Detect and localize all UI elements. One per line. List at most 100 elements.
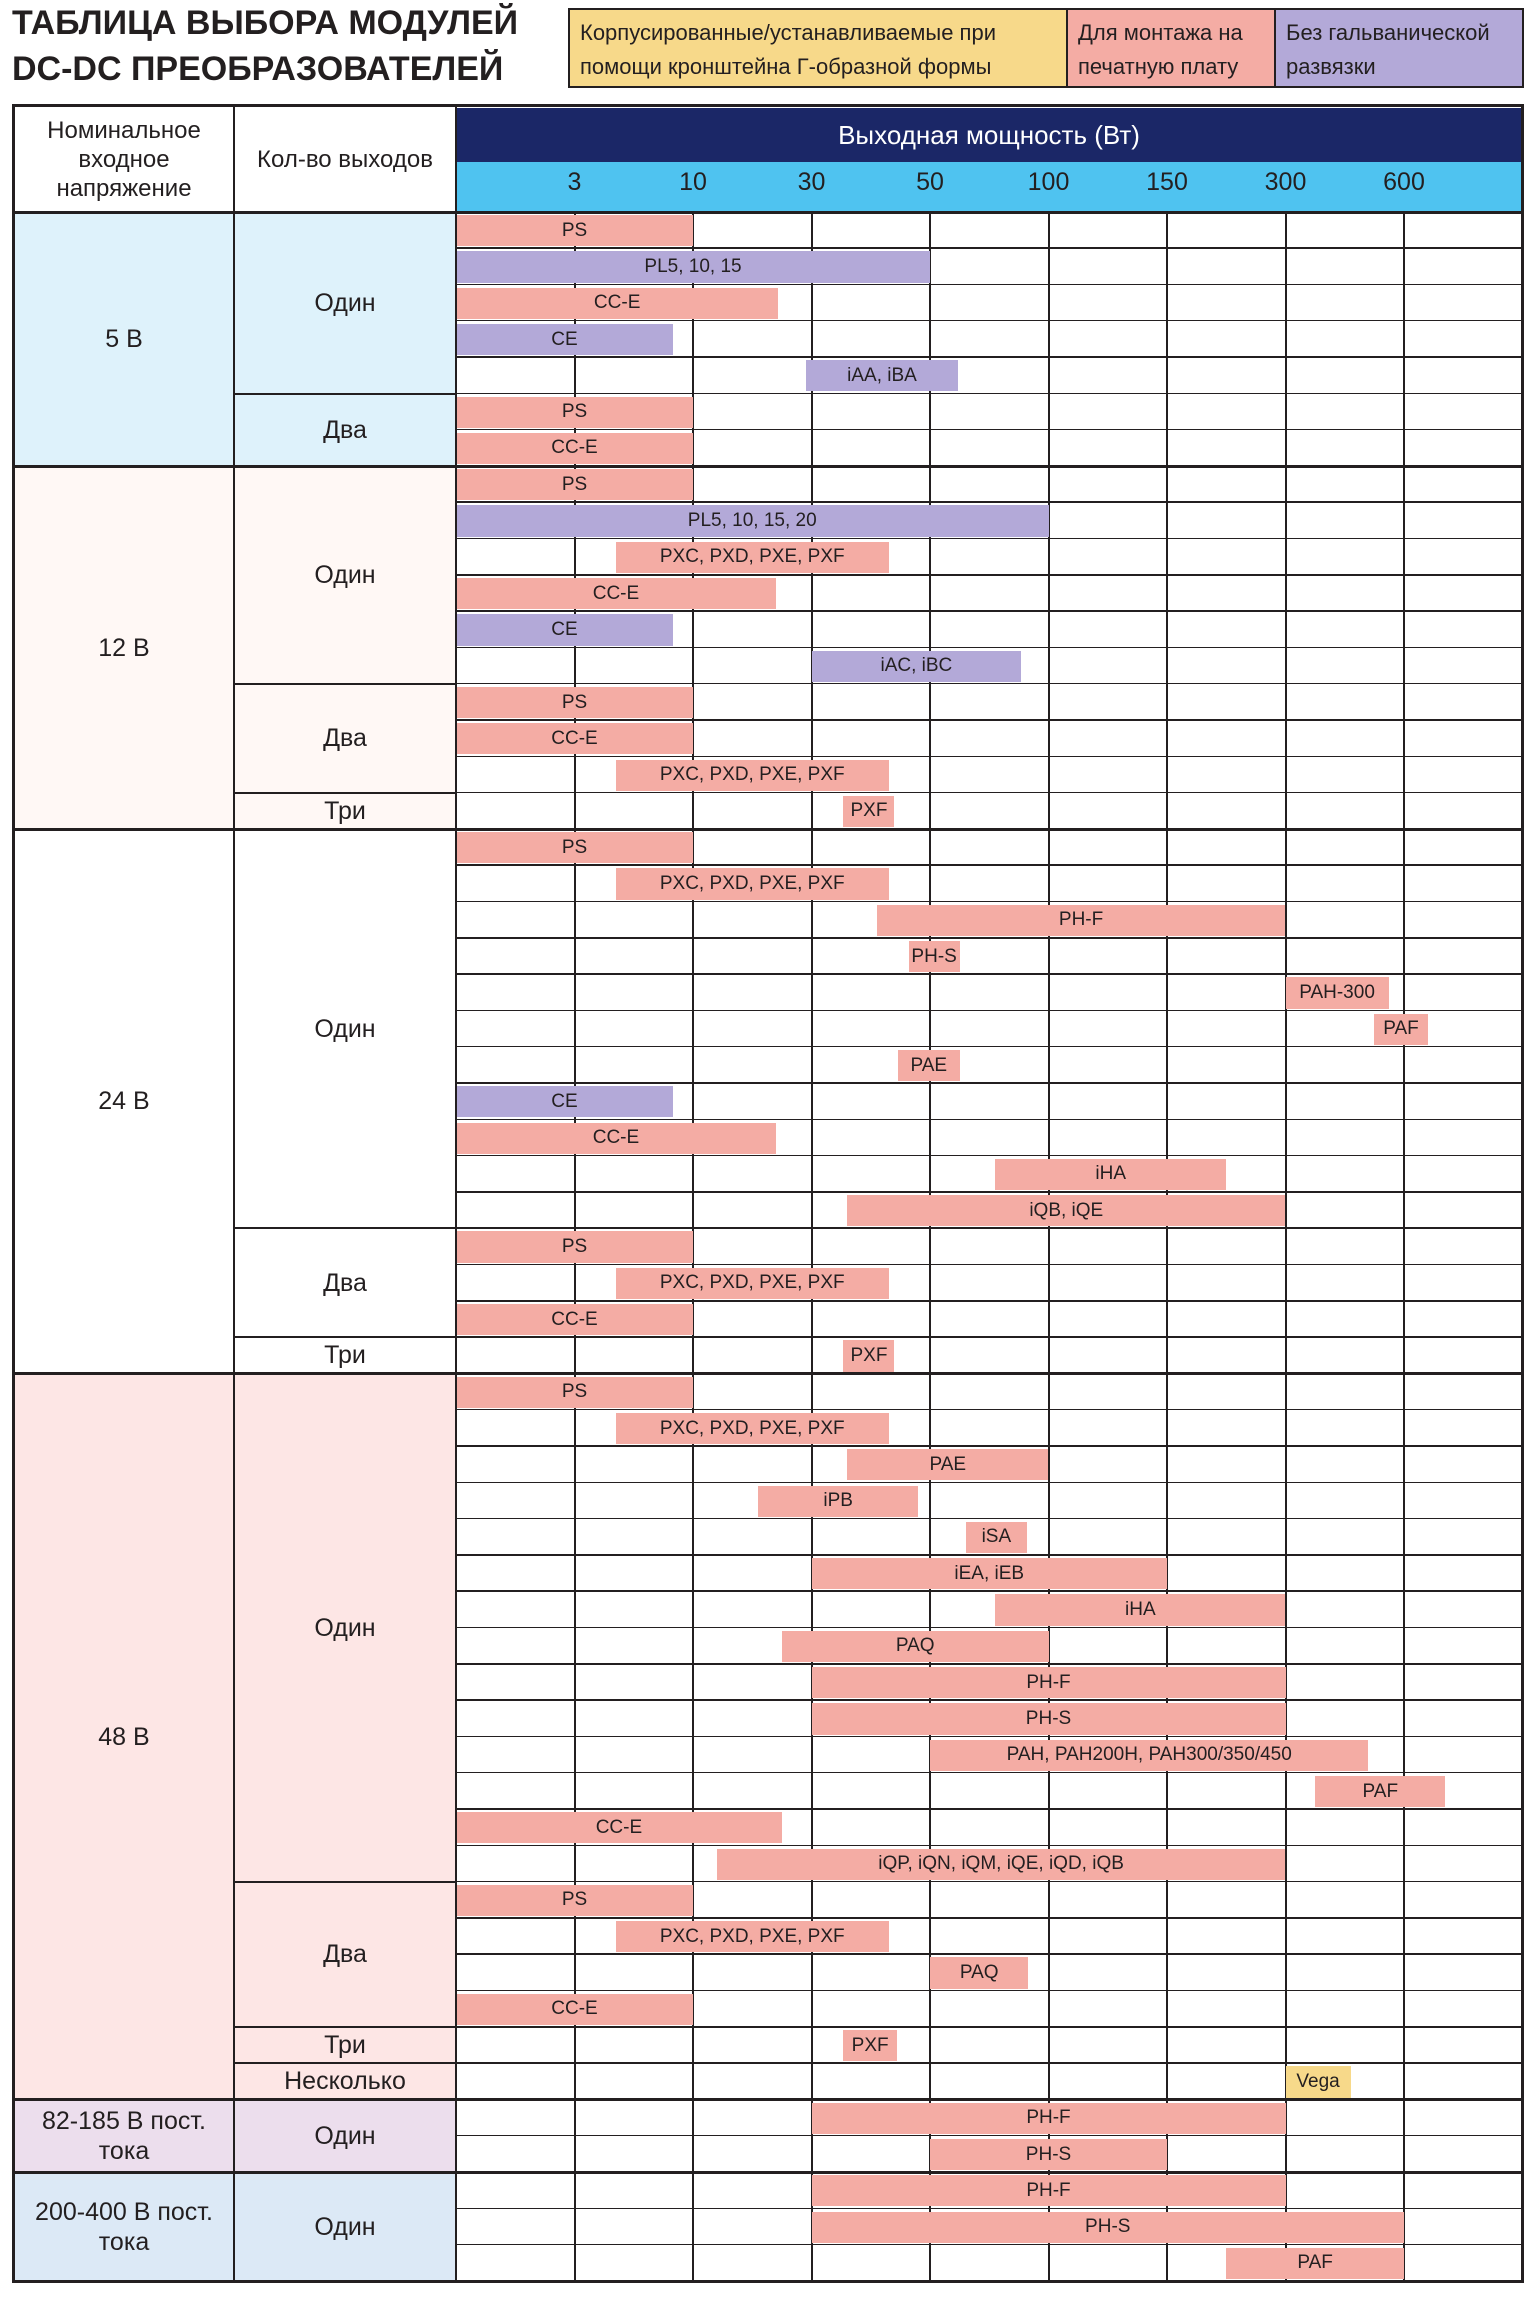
bar-ph-f: PH-F [811, 1667, 1286, 1699]
bar-pah-pah200h-pah300-350-450: PAH, PAH200H, PAH300/350/450 [930, 1739, 1369, 1771]
bar-ps: PS [456, 832, 693, 864]
legend-chassis: Корпусированные/устанавливаемые при помо… [568, 8, 1068, 88]
legend-chassis-label: Корпусированные/устанавливаемые при помо… [580, 20, 996, 79]
group-divider [14, 464, 1522, 468]
row-gridline [456, 1154, 1522, 1157]
bar-ps: PS [456, 1376, 693, 1408]
row-gridline [456, 1844, 1522, 1846]
row-gridline [456, 1118, 1522, 1120]
outputs-cell: Один [234, 1373, 456, 1882]
row-gridline [456, 937, 1522, 939]
bar-ce: CE [456, 323, 673, 356]
bar-ph-s: PH-S [908, 941, 960, 973]
outputs-cell: Два [234, 1881, 456, 2027]
bar-pxc-pxd-pxe-pxf: PXC, PXD, PXE, PXF [615, 868, 889, 900]
x-gridline [1047, 212, 1050, 2282]
bar-pxc-pxd-pxe-pxf: PXC, PXD, PXE, PXF [615, 1267, 889, 1299]
outputs-cell: Три [234, 1337, 456, 1374]
outputs-label: Три [324, 796, 366, 825]
bar-pxf: PXF [843, 1340, 895, 1372]
bar-ps: PS [456, 215, 693, 247]
bar-ps: PS [456, 686, 693, 719]
bar-pxc-pxd-pxe-pxf: PXC, PXD, PXE, PXF [615, 1921, 889, 1953]
row-gridline [456, 864, 1522, 866]
row-gridline [456, 1735, 1522, 1738]
x-tick-label: 3 [567, 168, 582, 196]
bar-cc-e: CC-E [456, 1812, 782, 1844]
voltage-cell: 5 В [14, 212, 234, 467]
group-divider [14, 2279, 1522, 2283]
outputs-label: Несколько [284, 2067, 406, 2096]
bar-ps: PS [456, 1231, 693, 1263]
row-gridline [456, 610, 1522, 612]
bar-ph-f: PH-F [811, 2102, 1286, 2134]
bar-pae: PAE [898, 1049, 960, 1082]
row-gridline [456, 1336, 1522, 1338]
row-gridline [456, 900, 1522, 903]
row-gridline [456, 428, 1522, 431]
x-gridline [810, 212, 813, 2282]
bar-paf: PAF [1226, 2247, 1404, 2280]
x-tick-label: 100 [1027, 168, 1070, 196]
row-gridline [456, 1808, 1522, 1810]
row-gridline [456, 1771, 1522, 1774]
bar-ph-s: PH-S [811, 2211, 1404, 2243]
row-gridline [456, 247, 1522, 249]
bar-cc-e: CC-E [456, 287, 779, 319]
x-gridline [1166, 212, 1168, 2282]
outputs-cell: Несколько [234, 2063, 456, 2100]
row-gridline [456, 1009, 1522, 1012]
outputs-cell: Два [234, 393, 456, 467]
column-divider-outputs [455, 106, 457, 2282]
bar-cc-e: CC-E [456, 723, 693, 755]
bar-pxc-pxd-pxe-pxf: PXC, PXD, PXE, PXF [615, 541, 889, 573]
x-tick-label: 600 [1383, 168, 1425, 196]
bar-paq: PAQ [930, 1957, 1029, 1989]
outputs-divider [234, 791, 456, 794]
row-gridline [456, 646, 1522, 649]
row-gridline [456, 283, 1522, 286]
header-voltage-label: Номинальное входное напряжение [47, 116, 201, 202]
x-tick-label: 30 [797, 168, 826, 196]
bar-vega: Vega [1285, 2066, 1351, 2098]
bar-ce: CE [456, 1086, 673, 1118]
row-gridline [456, 791, 1522, 794]
voltage-cell: 200-400 В пост. тока [14, 2172, 234, 2282]
title-line-1: ТАБЛИЦА ВЫБОРА МОДУЛЕЙ [12, 4, 519, 42]
bar-iqb-iqe: iQB, iQE [847, 1195, 1286, 1227]
bar-iha: iHA [995, 1594, 1286, 1626]
outputs-cell: Один [234, 212, 456, 394]
bar-ipb: iPB [758, 1485, 919, 1517]
outputs-cell: Один [234, 2099, 456, 2173]
row-gridline [456, 973, 1522, 975]
row-gridline [456, 1917, 1522, 1919]
row-gridline [456, 1663, 1522, 1665]
outputs-cell: Три [234, 792, 456, 830]
outputs-divider [234, 1336, 456, 1339]
bar-iea-ieb: iEA, iEB [811, 1558, 1167, 1590]
bar-iqp-iqn-iqm-iqe-iqd-iqb: iQP, iQN, iQM, iQE, iQD, iQB [716, 1848, 1286, 1880]
outputs-label: Один [314, 2121, 376, 2150]
row-gridline [456, 1045, 1522, 1048]
row-gridline [456, 356, 1522, 358]
bar-ps: PS [456, 469, 693, 501]
group-divider [14, 2170, 1522, 2174]
outputs-cell: Два [234, 1228, 456, 1338]
voltage-cell: 48 В [14, 1373, 234, 2100]
bar-iha: iHA [995, 1158, 1227, 1191]
row-gridline [456, 2062, 1522, 2064]
outputs-label: Два [323, 1268, 367, 1297]
outputs-label: Один [314, 2212, 376, 2241]
outputs-cell: Три [234, 2027, 456, 2064]
outputs-label: Три [324, 2031, 366, 2060]
bar-paf: PAF [1315, 1775, 1446, 1808]
header-divider [14, 210, 1522, 214]
row-gridline [456, 1408, 1522, 1411]
x-gridline [1284, 212, 1287, 2282]
bar-paf: PAF [1374, 1013, 1428, 1045]
outputs-label: Два [323, 1940, 367, 1969]
header-voltage: Номинальное входное напряжение [14, 106, 234, 212]
bar-cc-e: CC-E [456, 432, 693, 465]
row-gridline [456, 682, 1522, 685]
row-gridline [456, 1263, 1522, 1266]
